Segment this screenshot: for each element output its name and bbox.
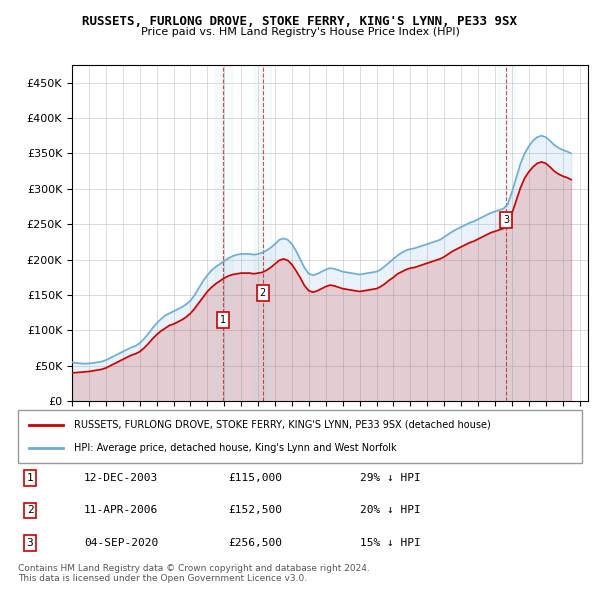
- Text: 3: 3: [26, 538, 34, 548]
- Text: 1: 1: [220, 315, 226, 324]
- Text: RUSSETS, FURLONG DROVE, STOKE FERRY, KING'S LYNN, PE33 9SX (detached house): RUSSETS, FURLONG DROVE, STOKE FERRY, KIN…: [74, 420, 491, 430]
- Text: 29% ↓ HPI: 29% ↓ HPI: [360, 473, 421, 483]
- FancyBboxPatch shape: [18, 410, 582, 463]
- Text: 2: 2: [260, 289, 266, 298]
- Text: Contains HM Land Registry data © Crown copyright and database right 2024.
This d: Contains HM Land Registry data © Crown c…: [18, 563, 370, 583]
- Text: 2: 2: [26, 506, 34, 515]
- Text: 15% ↓ HPI: 15% ↓ HPI: [360, 538, 421, 548]
- Text: 20% ↓ HPI: 20% ↓ HPI: [360, 506, 421, 515]
- Text: HPI: Average price, detached house, King's Lynn and West Norfolk: HPI: Average price, detached house, King…: [74, 443, 397, 453]
- Text: 12-DEC-2003: 12-DEC-2003: [84, 473, 158, 483]
- Bar: [498, 65, 515, 401]
- Text: 1: 1: [26, 473, 34, 483]
- Text: 04-SEP-2020: 04-SEP-2020: [84, 538, 158, 548]
- Text: £152,500: £152,500: [228, 506, 282, 515]
- Text: Price paid vs. HM Land Registry's House Price Index (HPI): Price paid vs. HM Land Registry's House …: [140, 27, 460, 37]
- Bar: [254, 65, 271, 401]
- Text: 3: 3: [503, 215, 509, 225]
- Text: RUSSETS, FURLONG DROVE, STOKE FERRY, KING'S LYNN, PE33 9SX: RUSSETS, FURLONG DROVE, STOKE FERRY, KIN…: [83, 15, 517, 28]
- Text: £115,000: £115,000: [228, 473, 282, 483]
- Text: 11-APR-2006: 11-APR-2006: [84, 506, 158, 515]
- Bar: [215, 65, 232, 401]
- Text: £256,500: £256,500: [228, 538, 282, 548]
